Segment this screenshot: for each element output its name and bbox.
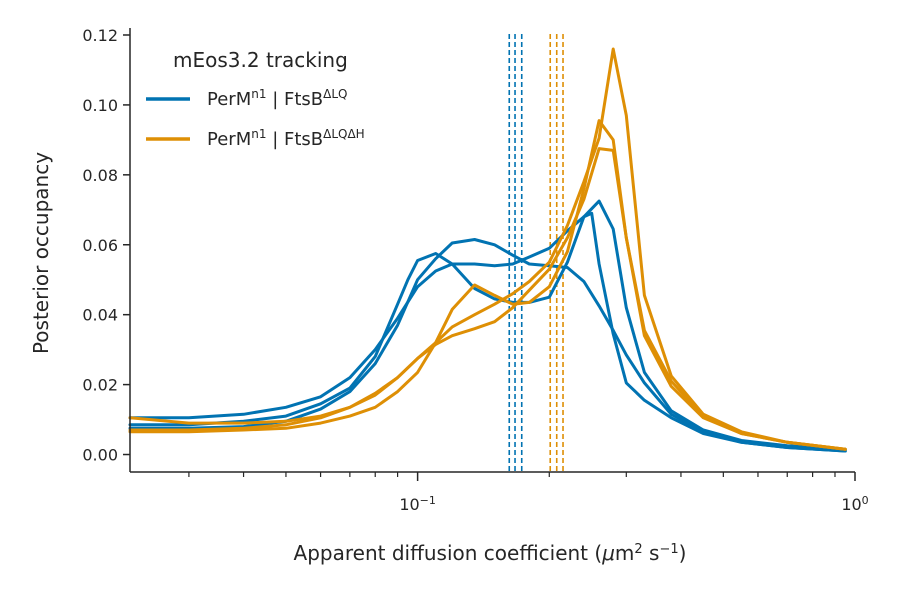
legend-title: mEos3.2 tracking	[173, 48, 348, 72]
plot-area	[128, 34, 847, 472]
legend-label-blue-sup1: n1	[251, 87, 266, 101]
y-tick-label: 0.00	[82, 446, 118, 465]
y-tick-label: 0.12	[82, 26, 118, 45]
y-axis-label: Posterior occupancy	[29, 152, 53, 354]
x-axis-label-mu: μ	[601, 541, 615, 565]
legend-label-orange-main: PerM	[207, 129, 251, 150]
legend-label-blue-mid: | FtsB	[266, 89, 323, 110]
x-axis-label-main: Apparent diffusion coefficient (	[294, 541, 603, 565]
y-tick-label: 0.04	[82, 306, 118, 325]
x-axis-label-close: )	[679, 541, 687, 565]
axes	[129, 28, 855, 473]
y-tick-label: 0.06	[82, 236, 118, 255]
series-line-blue-1	[128, 238, 847, 453]
legend: mEos3.2 tracking PerMn1 | FtsBΔLQ PerMn1…	[146, 48, 365, 150]
x-tick-label: 10−1	[399, 494, 436, 515]
legend-label-blue-main: PerM	[207, 89, 251, 110]
y-ticks: 0.00 0.02 0.04 0.06 0.08 0.10 0.12	[82, 26, 130, 465]
legend-label-orange-sup2: ΔLQΔH	[323, 127, 365, 141]
x-axis-label-expm1: −1	[659, 542, 678, 557]
legend-label-orange-sup1: n1	[251, 127, 266, 141]
series-line-orange-5	[128, 47, 847, 451]
series-line-blue-2	[128, 211, 847, 453]
x-axis-label-unit-m: m	[615, 541, 634, 565]
x-axis-label-exp2: 2	[634, 542, 642, 557]
legend-label-blue: PerMn1 | FtsBΔLQ	[207, 87, 347, 110]
y-tick-label: 0.02	[82, 376, 118, 395]
series-line-orange-3	[128, 147, 847, 451]
x-tick-label: 100	[841, 494, 868, 515]
legend-label-orange-mid: | FtsB	[266, 129, 323, 150]
y-tick-label: 0.10	[82, 96, 118, 115]
legend-label-orange: PerMn1 | FtsBΔLQΔH	[207, 127, 365, 150]
series-line-blue-0	[128, 199, 847, 451]
y-tick-label: 0.08	[82, 166, 118, 185]
legend-label-blue-sup2: ΔLQ	[323, 87, 347, 101]
x-ticks: 10−1 100	[188, 472, 869, 515]
series-line-orange-4	[128, 119, 847, 451]
x-axis-label: Apparent diffusion coefficient (μm2 s−1)	[294, 541, 687, 565]
x-axis-label-unit-s: s	[643, 541, 660, 565]
